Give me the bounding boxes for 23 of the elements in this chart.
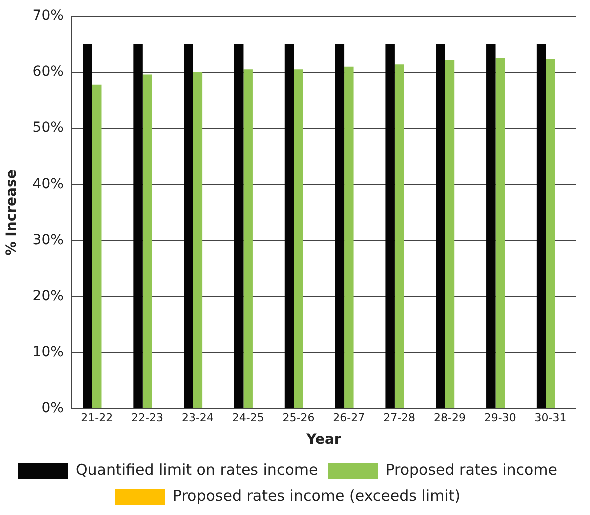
- y-tick-label: 60%: [32, 64, 64, 80]
- y-tick-label: 70%: [32, 8, 64, 24]
- x-tick-label: 22-23: [132, 411, 164, 424]
- y-tick-label: 40%: [32, 176, 64, 192]
- x-tick-label: 26-27: [333, 411, 366, 424]
- x-tick-label: 29-30: [484, 411, 516, 424]
- y-axis-title: % Increase: [4, 170, 20, 256]
- y-tick-label: 50%: [32, 120, 64, 136]
- legend-label: Quantified limit on rates income: [76, 460, 318, 479]
- x-axis-title: Year: [306, 432, 342, 448]
- legend-label: Proposed rates income (exceeds limit): [172, 486, 461, 505]
- x-tick-label: 27-28: [384, 411, 416, 424]
- y-tick-label: 30%: [32, 232, 64, 248]
- legend-label: Proposed rates income: [386, 460, 558, 479]
- x-tick-label: 23-24: [182, 411, 214, 424]
- x-tick-label: 24-25: [232, 411, 264, 424]
- x-tick-label: 21-22: [81, 411, 114, 424]
- x-tick-label: 28-29: [434, 411, 466, 424]
- y-tick-label: 0%: [42, 400, 64, 417]
- y-tick-label: 20%: [32, 288, 64, 304]
- x-tick-label: 25-26: [282, 411, 315, 424]
- x-tick-label: 30-31: [534, 411, 567, 424]
- y-tick-label: 10%: [32, 344, 64, 361]
